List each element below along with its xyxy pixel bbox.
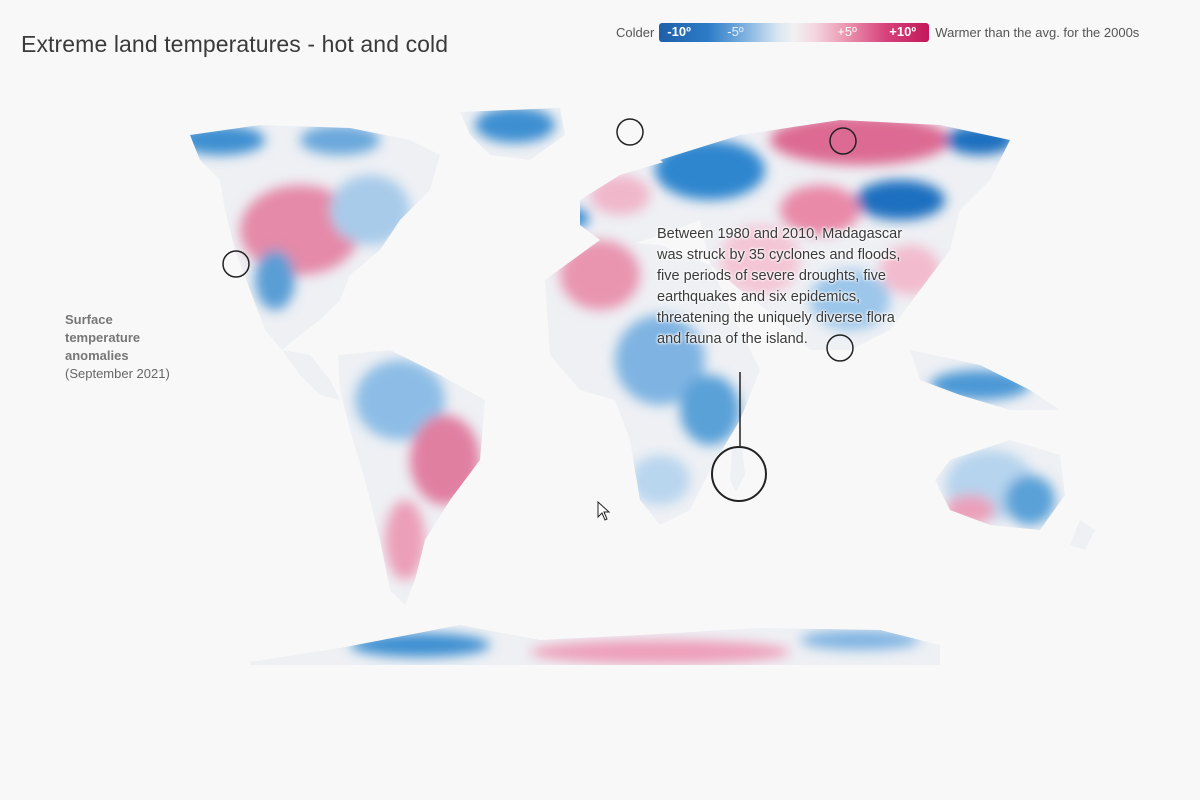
legend-tick-minus-5: -5º — [727, 24, 744, 39]
map-description: Surface temperature anomalies (September… — [65, 311, 170, 383]
map-description-date: (September 2021) — [65, 366, 170, 381]
map-description-title: Surface temperature anomalies — [65, 312, 141, 363]
location-circle-icon[interactable] — [826, 334, 854, 362]
legend-tick-plus-5: +5º — [837, 24, 857, 39]
madagascar-annotation: Between 1980 and 2010, Madagascar was st… — [657, 226, 903, 347]
cursor-arrow-icon — [597, 501, 611, 521]
world-map[interactable] — [20, 100, 1175, 665]
page-title: Extreme land temperatures - hot and cold — [21, 31, 449, 57]
madagascar-highlight-circle-icon[interactable] — [711, 446, 767, 502]
legend-tick-plus-10: +10º — [889, 24, 917, 39]
color-legend: Colder -10º -5º +5º +10º Warmer than the… — [616, 23, 1139, 42]
location-circle-icon[interactable] — [222, 250, 250, 278]
legend-colder-label: Colder — [616, 25, 655, 40]
legend-color-bar: -10º -5º +5º +10º — [659, 23, 930, 42]
world-map-svg — [190, 108, 1095, 665]
location-circle-icon[interactable] — [829, 127, 857, 155]
land-masses — [190, 108, 1095, 665]
location-circle-icon[interactable] — [616, 118, 644, 146]
legend-warmer-label: Warmer than the avg. for the 2000s — [935, 25, 1140, 40]
legend-tick-minus-10: -10º — [667, 24, 691, 39]
